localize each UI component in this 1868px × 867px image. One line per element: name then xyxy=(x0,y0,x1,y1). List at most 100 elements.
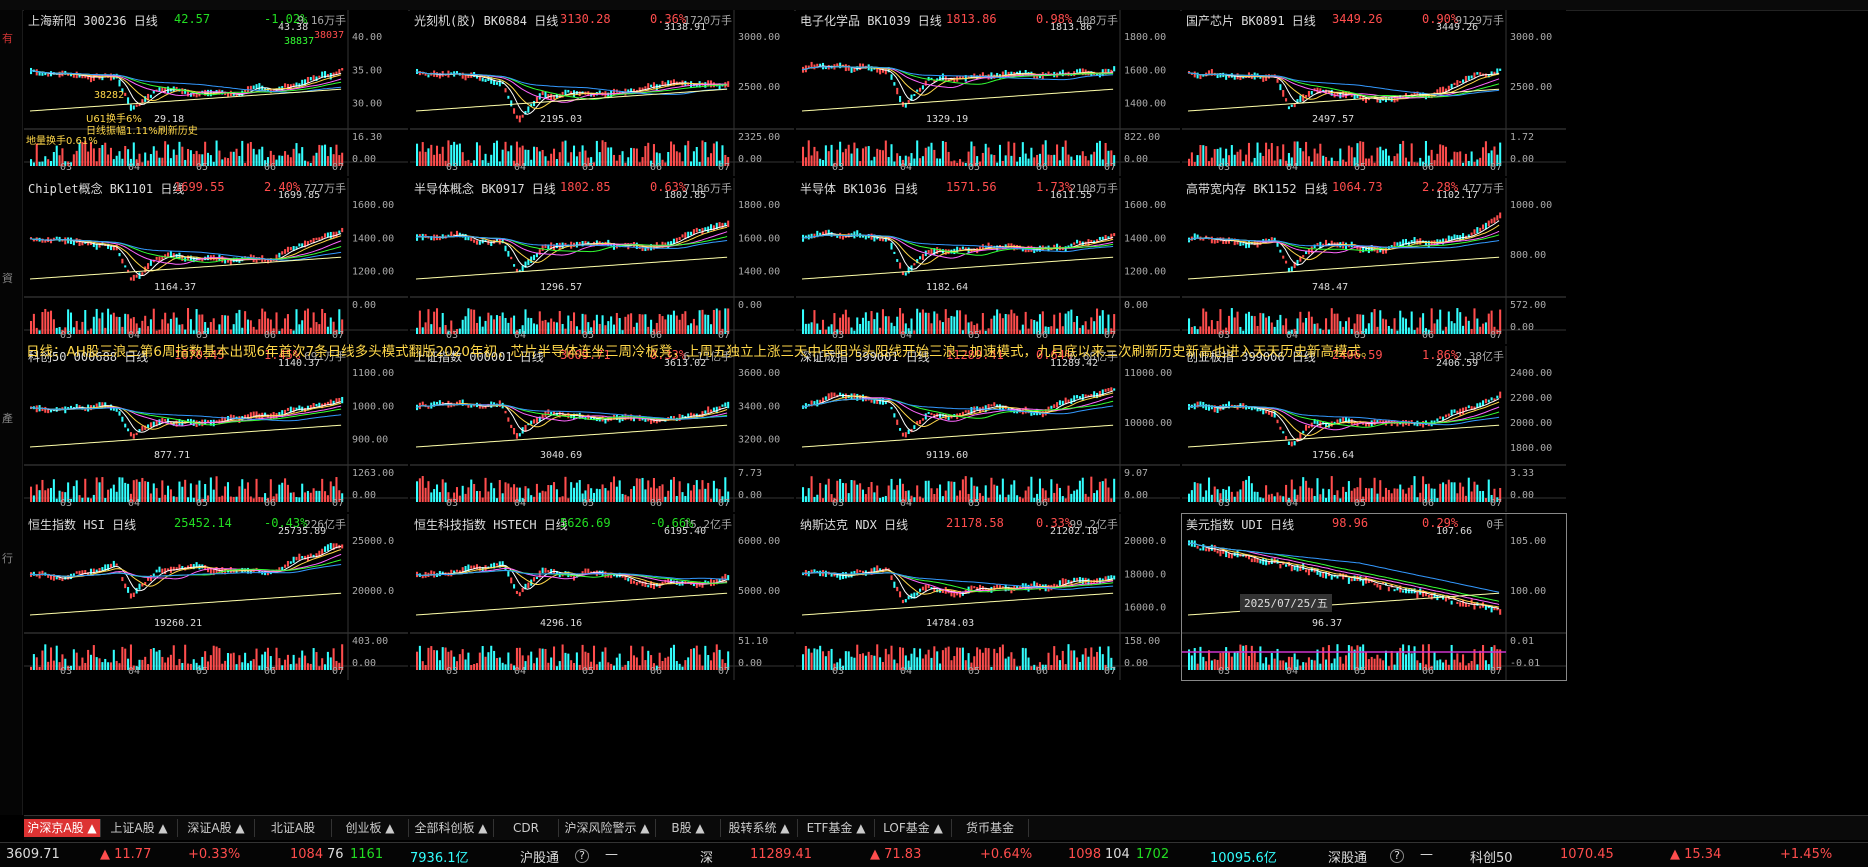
kline-panel[interactable]: 恒生指数 HSI 日线 25452.14 -0.43% 226亿手 25000.0 200… xyxy=(24,514,408,680)
volume-bar xyxy=(198,480,201,502)
panel-price: 1813.86 xyxy=(946,12,997,26)
kline-panel[interactable]: 电子化学品 BK1039 日线 1813.86 0.98% 408万手 1800.00 1… xyxy=(796,10,1180,176)
hgt-label[interactable]: 沪股通 xyxy=(520,851,560,866)
market-tab[interactable]: 上证A股 ▲ xyxy=(101,819,178,837)
market-tab[interactable]: 股转系统 ▲ xyxy=(721,819,798,837)
volume-bar xyxy=(1242,481,1245,502)
sidebar-char[interactable]: 行 xyxy=(2,552,13,565)
price-axis-label: 11000.00 xyxy=(1124,368,1172,379)
kline-panel[interactable]: 半导体概念 BK0917 日线 1802.85 0.63% 7186万手 1800.00… xyxy=(410,178,794,344)
candle xyxy=(1107,575,1110,582)
candle xyxy=(1439,87,1442,93)
market-tab[interactable]: 北证A股 xyxy=(255,819,332,837)
volume-bar xyxy=(1225,647,1228,670)
kline-panel[interactable]: 创业板指 399006 日线 2406.59 1.86% 2.38亿手 2400.00 2… xyxy=(1182,346,1566,512)
candle xyxy=(1076,395,1079,399)
candle xyxy=(284,564,287,568)
month-axis-label: 06 xyxy=(264,330,276,341)
help-icon[interactable]: ? xyxy=(575,849,589,863)
market-tab[interactable]: B股 ▲ xyxy=(656,819,721,837)
sh-index-value[interactable]: 3609.71 xyxy=(6,847,60,862)
volume-bar xyxy=(1210,157,1213,166)
market-tab[interactable]: 货币基金 xyxy=(952,819,1029,837)
market-tab[interactable]: ETF基金 ▲ xyxy=(798,819,875,837)
volume-bar xyxy=(109,147,112,166)
market-tab[interactable]: 深证A股 ▲ xyxy=(178,819,255,837)
kline-panel[interactable]: 纳斯达克 NDX 日线 21178.58 0.33% 99.2亿手 20000.0 180… xyxy=(796,514,1180,680)
candle xyxy=(1202,237,1205,241)
kline-panel[interactable]: 上海新阳 300236 日线 42.57 -1.02% 9.16万手 40.00 35.0… xyxy=(24,10,408,176)
kc50-value[interactable]: 1070.45 xyxy=(1560,847,1614,862)
market-tab[interactable]: 创业板 ▲ xyxy=(332,819,409,837)
kc50-label[interactable]: 科创50 xyxy=(1470,851,1513,866)
volume-bar xyxy=(1090,647,1093,670)
candle xyxy=(315,403,318,407)
volume-bar xyxy=(1493,326,1496,334)
volume-bar xyxy=(98,482,101,502)
candle xyxy=(332,72,335,77)
kline-panel[interactable]: 上证指数 000001 日线 3609.71 0.33% 6.11亿手 3600.00 3… xyxy=(410,346,794,512)
price-axis-label: 1100.00 xyxy=(352,368,394,379)
kline-panel[interactable]: 科创50 000688 日线 1070.45 1.45% 691万手 1100.00 10… xyxy=(24,346,408,512)
candle xyxy=(41,407,44,412)
volume-bar xyxy=(1310,659,1313,670)
kline-panel[interactable]: 高带宽内存 BK1152 日线 1064.73 2.28% 477万手 1000.00 8… xyxy=(1182,178,1566,344)
month-axis-label: 04 xyxy=(900,330,912,341)
volume-bar xyxy=(704,645,707,670)
sz-label[interactable]: 深 xyxy=(700,851,714,866)
market-tab[interactable]: 全部科创板 ▲ xyxy=(409,819,494,837)
kline-panel[interactable]: 恒生科技指数 HSTECH 日线 5626.69 -0.66% 15.2亿手 6000.… xyxy=(410,514,794,680)
left-sidebar-strip[interactable]: 有 資 產 行 xyxy=(0,10,23,815)
volume-bar xyxy=(289,664,292,670)
candle xyxy=(473,565,476,570)
volume-bar xyxy=(272,154,275,166)
volume-bar xyxy=(104,498,107,502)
sidebar-char[interactable]: 產 xyxy=(2,412,13,425)
kline-panel[interactable]: 半导体 BK1036 日线 1571.56 1.73% 2108万手 1600.00 14… xyxy=(796,178,1180,344)
candle xyxy=(1205,548,1208,552)
volume-bar xyxy=(893,326,896,334)
candle xyxy=(507,250,510,257)
kline-panel[interactable]: Chiplet概念 BK1101 日线 1699.55 2.40% 777万手 1600… xyxy=(24,178,408,344)
candle xyxy=(1250,558,1253,563)
volume-bar xyxy=(916,140,919,166)
price-axis-label: 25000.0 xyxy=(352,536,394,547)
sidebar-char[interactable]: 有 xyxy=(2,32,13,45)
volume-bar xyxy=(181,324,184,334)
volume-bar xyxy=(490,645,493,670)
volume-bar xyxy=(209,155,212,166)
market-tab[interactable]: CDR xyxy=(494,819,559,837)
kline-panel[interactable]: 国产芯片 BK0891 日线 3449.26 0.90% 9129万手 3000.00 2… xyxy=(1182,10,1566,176)
sgt-label[interactable]: 深股通 xyxy=(1328,851,1368,866)
kline-panel[interactable]: 光刻机(胶) BK0884 日线 3130.28 0.36% 1720万手 3000.0… xyxy=(410,10,794,176)
market-tab[interactable]: LOF基金 ▲ xyxy=(875,819,952,837)
sz-index-value[interactable]: 11289.41 xyxy=(750,847,813,862)
sidebar-char[interactable]: 資 xyxy=(2,272,13,285)
help-icon[interactable]: ? xyxy=(1390,849,1404,863)
volume-bar xyxy=(1410,485,1413,502)
candle xyxy=(964,410,967,413)
kline-panel[interactable]: 深证成指 399001 日线 11289.41 0.64% 6.88亿手 11000.0… xyxy=(796,346,1180,512)
market-tab[interactable]: 沪深风险警示 ▲ xyxy=(559,819,656,837)
volume-bar xyxy=(584,490,587,502)
candle xyxy=(1225,403,1228,408)
candle xyxy=(884,567,887,571)
candle xyxy=(1496,607,1499,611)
market-tab[interactable]: 沪深京A股 ▲ xyxy=(24,819,101,837)
